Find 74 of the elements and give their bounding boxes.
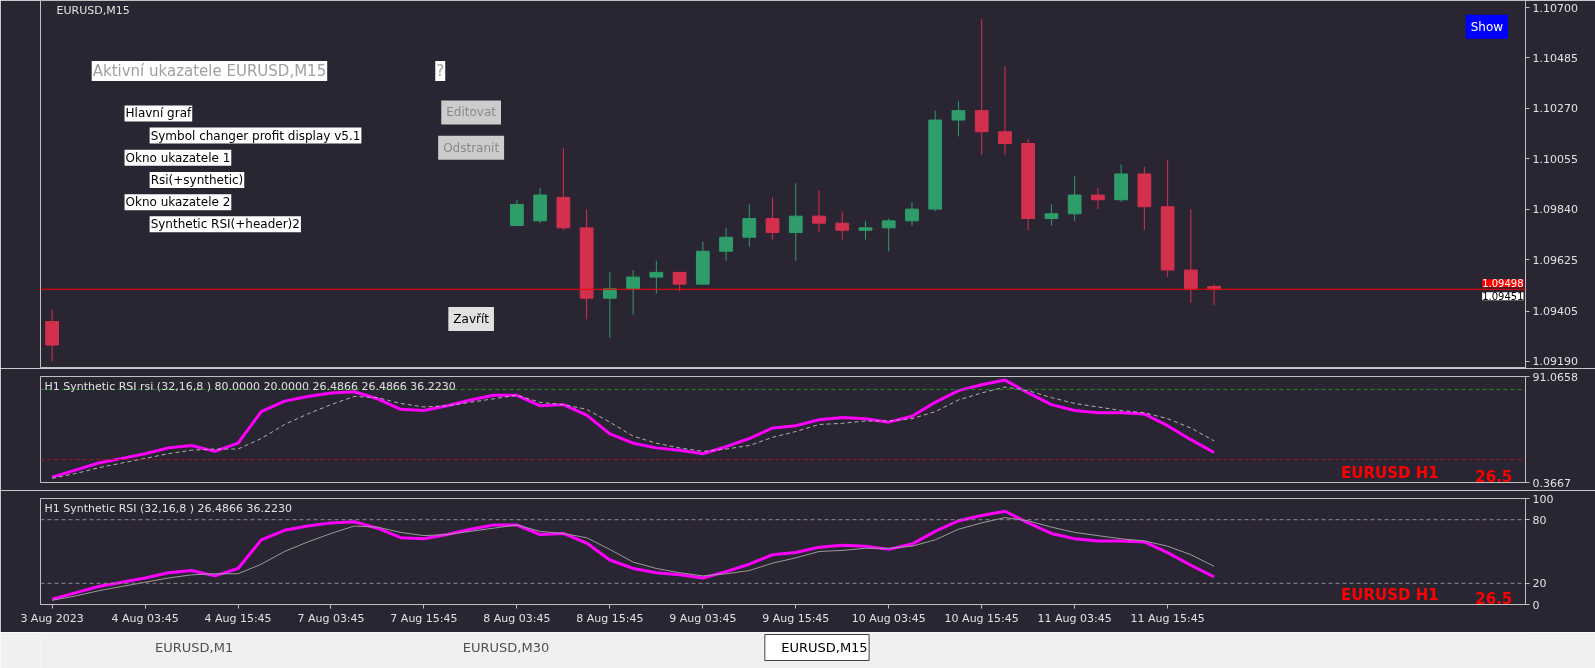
annotation: Aktivní ukazatele EURUSD,M15	[92, 62, 327, 81]
x-tick-label: 11 Aug 03:45	[1037, 611, 1112, 625]
annotation: 26.5	[1475, 589, 1513, 608]
x-tick-label: 3 Aug 2023	[20, 611, 84, 625]
x-tick-label: 9 Aug 03:45	[669, 611, 737, 625]
annotation: Zavřít	[453, 312, 490, 327]
candlestick	[602, 271, 617, 339]
candlestick	[672, 271, 687, 292]
y-tick-label: 1.09190	[1532, 355, 1578, 369]
x-tick-label: 8 Aug 03:45	[483, 611, 551, 625]
candlestick	[974, 18, 989, 156]
annotation: Hlavní graf	[125, 106, 192, 121]
y-tick-label: 0.3667	[1532, 476, 1571, 490]
y-tick-label: 80	[1532, 513, 1547, 527]
candlestick	[626, 269, 640, 316]
annotation: ?	[436, 62, 445, 81]
x-tick-label: 4 Aug 15:45	[204, 611, 272, 625]
y-tick-label: 1.09840	[1532, 203, 1578, 217]
x-tick-label: 11 Aug 15:45	[1130, 611, 1205, 625]
y-tick-label: 1.09625	[1532, 253, 1578, 267]
annotation: EURUSD H1	[1341, 463, 1439, 482]
candlestick	[998, 65, 1012, 156]
candlestick	[649, 260, 664, 294]
y-tick-label: 1.09405	[1532, 305, 1578, 319]
candlestick	[1183, 208, 1198, 304]
candlestick	[510, 199, 524, 227]
annotation: 26.5	[1475, 467, 1513, 486]
candlestick	[905, 201, 919, 227]
x-tick-label: 7 Aug 15:45	[390, 611, 458, 625]
annotation: Okno ukazatele 2	[125, 195, 231, 210]
candlestick	[788, 182, 803, 262]
candlestick	[1044, 203, 1059, 227]
y-tick-label: 1.10700	[1532, 1, 1578, 15]
annotation: Editovat	[446, 105, 497, 120]
candlestick	[1067, 175, 1082, 222]
ref-line-label: 1.09498	[1482, 278, 1524, 290]
x-tick-label: 4 Aug 03:45	[111, 611, 179, 625]
candlestick	[835, 210, 850, 241]
candlestick	[812, 189, 826, 234]
annotation: Synthetic RSI(+header)2	[150, 217, 300, 232]
candlestick	[1207, 283, 1221, 306]
x-tick-label: 9 Aug 15:45	[762, 611, 830, 625]
chart-title: EURUSD,M15	[56, 3, 130, 17]
y-tick-label: 1.10270	[1532, 102, 1578, 116]
candlestick	[881, 217, 896, 252]
y-tick-label: 91.0658	[1532, 370, 1578, 384]
candlestick	[858, 220, 873, 241]
x-tick-label: 10 Aug 15:45	[944, 611, 1019, 625]
candlestick	[719, 227, 733, 262]
annotation: Okno ukazatele 1	[125, 150, 231, 165]
annotation: Rsi(+synthetic)	[150, 172, 244, 187]
annotation: 1.09451	[1482, 291, 1524, 303]
x-tick-label: 10 Aug 03:45	[851, 611, 926, 625]
x-tick-label: 7 Aug 03:45	[297, 611, 365, 625]
candlestick	[951, 100, 966, 137]
chart-title: H1 Synthetic RSI rsi (32,16,8 ) 80.0000 20.0000 26.4866 26.4866 36.2230	[44, 379, 456, 393]
candlestick	[742, 203, 757, 248]
text: EURUSD,M15	[781, 640, 868, 655]
annotation: EURUSD H1	[1341, 585, 1439, 604]
x-tick-label: 8 Aug 15:45	[576, 611, 644, 625]
text: EURUSD,M1	[155, 640, 234, 655]
candlestick	[45, 309, 60, 362]
y-tick-label: 1.10485	[1532, 51, 1578, 65]
y-tick-label: 100	[1532, 492, 1554, 506]
annotation: Symbol changer profit display v5.1	[150, 128, 361, 143]
y-tick-label: 20	[1532, 577, 1547, 591]
candlestick	[765, 196, 780, 241]
text: EURUSD,M30	[462, 640, 550, 655]
y-tick-label: 1.10055	[1532, 152, 1578, 166]
chart-title: H1 Synthetic RSI (32,16,8 ) 26.4866 36.2230	[44, 501, 293, 515]
annotation: Odstranit	[443, 140, 500, 155]
annotation: Show	[1470, 19, 1504, 34]
candlestick	[1091, 187, 1105, 210]
y-tick-label: 0	[1532, 598, 1540, 612]
